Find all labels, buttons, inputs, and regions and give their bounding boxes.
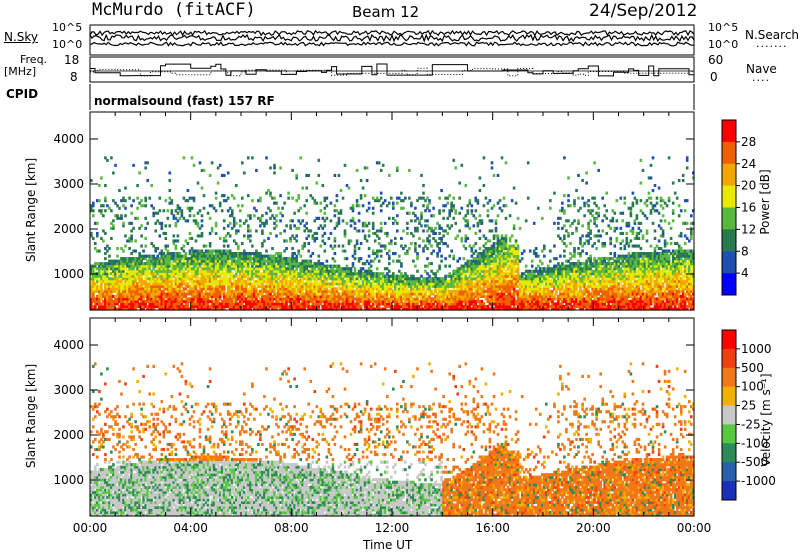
y-tick-label: 4000 bbox=[53, 132, 84, 146]
colorbar-swatch bbox=[722, 481, 736, 501]
colorbar-swatch bbox=[722, 367, 736, 387]
nave-legend-line: ···· bbox=[752, 74, 770, 87]
nsearch-tick-high: 10^5 bbox=[708, 21, 739, 34]
colorbar-tick-label: 16 bbox=[741, 201, 756, 215]
cpid-label: CPID bbox=[6, 87, 39, 101]
freq-traces bbox=[90, 63, 695, 77]
colorbar-swatch bbox=[722, 141, 736, 165]
power-heatmap bbox=[90, 156, 695, 311]
colorbar-swatch bbox=[722, 229, 736, 252]
freq-label: Freq. bbox=[20, 53, 48, 66]
colorbar-tick-label: 4 bbox=[741, 266, 749, 280]
colorbar-tick-label: -500 bbox=[741, 455, 768, 469]
velocity-heatmap bbox=[90, 362, 695, 517]
x-tick-label: 12:00 bbox=[375, 521, 410, 535]
nave-label: Nave bbox=[746, 62, 777, 76]
colorbar-swatch bbox=[722, 163, 736, 186]
nsky-tick-low: 10^0 bbox=[52, 38, 83, 51]
colorbar-tick-label: 100 bbox=[741, 380, 764, 394]
power-axes: 1000 2000 3000 4000 bbox=[53, 112, 695, 310]
power-colorbar: 4 8 12 16 20 24 28 bbox=[721, 119, 756, 296]
colorbar-swatch bbox=[722, 443, 736, 463]
y-tick-label: 1000 bbox=[53, 473, 84, 487]
nsky-panel-frame bbox=[89, 24, 695, 56]
power-ylabel: Slant Range [km] bbox=[24, 157, 38, 263]
colorbar-swatch bbox=[722, 462, 736, 482]
velocity-ylabel: Slant Range [km] bbox=[24, 363, 38, 469]
velocity-cbar-label: Velocity [m s⁻¹] bbox=[759, 373, 773, 467]
y-tick-label: 1000 bbox=[53, 267, 84, 281]
velocity-colorbar: 1000 500 100 25 -25 -100 -500 -1000 bbox=[721, 329, 776, 501]
colorbar-tick-label: 500 bbox=[741, 361, 764, 375]
colorbar-swatch bbox=[722, 251, 736, 274]
nave-tick-high: 60 bbox=[708, 53, 724, 67]
velocity-axes: 1000 2000 3000 4000 00:00 04:00 08:00 12:00 16:0… bbox=[53, 318, 711, 535]
x-tick-label: 00:00 bbox=[677, 521, 712, 535]
x-tick-label: 08:00 bbox=[274, 521, 309, 535]
colorbar-tick-label: 24 bbox=[741, 157, 756, 171]
colorbar-frame bbox=[721, 329, 737, 501]
colorbar-swatch bbox=[722, 424, 736, 444]
freq-unit: [MHz] bbox=[4, 65, 37, 78]
nsky-label: N.Sky bbox=[4, 30, 39, 44]
colorbar-swatch bbox=[722, 405, 736, 425]
freq-tick-low: 8 bbox=[70, 70, 78, 84]
colorbar-tick-label: -25 bbox=[741, 417, 761, 431]
colorbar-tick-label: 20 bbox=[741, 179, 756, 193]
cpid-value: normalsound (fast) 157 RF bbox=[94, 94, 275, 108]
date-title: 24/Sep/2012 bbox=[589, 1, 698, 21]
nsearch-legend-line: ······· bbox=[756, 40, 788, 53]
beam-title: Beam 12 bbox=[352, 3, 420, 21]
colorbar-tick-label: 1000 bbox=[741, 342, 772, 356]
y-tick-label: 2000 bbox=[53, 222, 84, 236]
freq-panel-frame bbox=[89, 56, 695, 83]
y-tick-label: 4000 bbox=[53, 338, 84, 352]
colorbar-tick-label: 25 bbox=[741, 399, 756, 413]
y-tick-label: 3000 bbox=[53, 383, 84, 397]
nave-tick-low: 0 bbox=[710, 70, 718, 84]
x-tick-label: 16:00 bbox=[475, 521, 510, 535]
y-tick-label: 3000 bbox=[53, 177, 84, 191]
colorbar-swatch bbox=[722, 330, 736, 350]
x-axis-label: Time UT bbox=[363, 538, 413, 552]
y-tick-label: 2000 bbox=[53, 428, 84, 442]
colorbar-tick-label: -100 bbox=[741, 436, 768, 450]
power-cbar-label: Power [dB] bbox=[758, 169, 772, 235]
nsearch-label: N.Search bbox=[745, 28, 800, 42]
colorbar-swatch bbox=[722, 120, 736, 143]
x-tick-label: 00:00 bbox=[73, 521, 108, 535]
nsky-tick-high: 10^5 bbox=[52, 21, 83, 34]
colorbar-swatch bbox=[722, 207, 736, 230]
colorbar-swatch bbox=[722, 273, 736, 296]
colorbar-swatch bbox=[722, 185, 736, 208]
nsky-traces bbox=[89, 29, 695, 47]
colorbar-tick-label: 12 bbox=[741, 222, 756, 236]
x-tick-label: 04:00 bbox=[173, 521, 208, 535]
colorbar-tick-label: 28 bbox=[741, 135, 756, 149]
colorbar-swatch bbox=[722, 348, 736, 369]
colorbar-tick-label: 8 bbox=[741, 244, 749, 258]
x-tick-label: 20:00 bbox=[576, 521, 611, 535]
freq-tick-high: 18 bbox=[64, 53, 80, 67]
nsearch-tick-low: 10^0 bbox=[708, 38, 739, 51]
colorbar-tick-label: -1000 bbox=[741, 474, 776, 488]
colorbar-swatch bbox=[722, 386, 736, 406]
station-title: McMurdo (fitACF) bbox=[92, 0, 256, 20]
